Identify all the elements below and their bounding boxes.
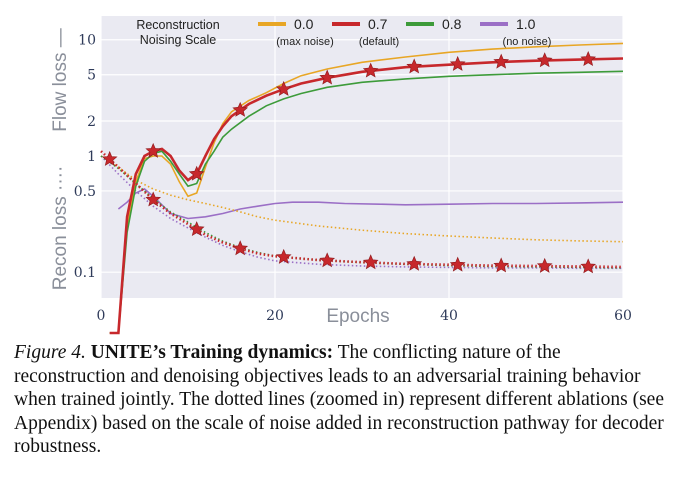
y-tick-label-0: 10 bbox=[78, 33, 96, 49]
recon-star-marker-6 bbox=[362, 254, 379, 270]
x-ticks: 0 20 40 60 bbox=[97, 308, 632, 324]
flow-star-marker-7 bbox=[449, 55, 466, 71]
legend-label-0: 0.0 bbox=[294, 16, 314, 32]
flow-star-marker-8 bbox=[493, 53, 510, 69]
series-3-recon-line bbox=[100, 155, 623, 270]
flow-star-marker-0 bbox=[145, 142, 162, 158]
series-2-flow-line bbox=[109, 70, 624, 334]
flow-star-marker-1 bbox=[188, 165, 205, 181]
y-ticks: 10 5 2 1 0.5 0.1 bbox=[74, 33, 96, 281]
x-axis-label: Epochs bbox=[326, 306, 389, 327]
legend: Reconstruction Noising Scale 0.0 (max noi… bbox=[136, 16, 551, 48]
markers-group bbox=[101, 51, 597, 274]
training-dynamics-chart: 0 20 40 60 10 5 2 1 0.5 0.1 Epochs Flow loss — R… bbox=[50, 16, 632, 335]
x-tick-label-0: 0 bbox=[97, 308, 106, 324]
grid bbox=[100, 16, 624, 298]
flow-star-marker-4 bbox=[319, 69, 336, 85]
legend-note-0: (max noise) bbox=[276, 36, 333, 48]
flow-star-marker-6 bbox=[406, 58, 423, 74]
recon-star-marker-3 bbox=[232, 240, 249, 256]
y-tick-label-3: 1 bbox=[87, 149, 96, 165]
legend-label-3: 1.0 bbox=[516, 16, 536, 32]
flow-star-marker-5 bbox=[362, 62, 379, 78]
recon-star-marker-4 bbox=[275, 248, 292, 264]
y-tick-label-4: 0.5 bbox=[74, 184, 96, 200]
caption-title: UNITE’s Training dynamics: bbox=[90, 342, 334, 363]
y-tick-label-1: 5 bbox=[87, 68, 96, 84]
legend-note-1: (default) bbox=[359, 36, 399, 48]
legend-label-1: 0.7 bbox=[368, 16, 388, 32]
recon-star-marker-8 bbox=[449, 256, 466, 272]
y-axis-label-recon: Recon loss ···· bbox=[50, 166, 71, 291]
recon-star-marker-1 bbox=[145, 191, 162, 207]
x-tick-label-2: 40 bbox=[440, 308, 458, 324]
recon-star-marker-2 bbox=[188, 221, 205, 237]
legend-note-3: (no noise) bbox=[503, 36, 552, 48]
caption-body: The conflicting nature of the reconstruc… bbox=[14, 342, 664, 457]
x-tick-label-3: 60 bbox=[614, 308, 632, 324]
legend-label-2: 0.8 bbox=[442, 16, 462, 32]
series-group bbox=[100, 42, 624, 335]
recon-star-marker-0 bbox=[101, 150, 118, 166]
legend-title-line1: Reconstruction bbox=[136, 18, 219, 32]
recon-star-marker-10 bbox=[536, 257, 553, 273]
series-1-flow-line bbox=[109, 57, 624, 335]
recon-star-marker-5 bbox=[319, 252, 336, 268]
recon-star-marker-11 bbox=[580, 258, 597, 274]
flow-star-marker-10 bbox=[580, 51, 597, 67]
x-tick-label-1: 20 bbox=[266, 308, 284, 324]
series-1-recon-line bbox=[100, 150, 624, 269]
series-3-recon-solid-line bbox=[117, 188, 624, 220]
flow-star-marker-3 bbox=[275, 80, 292, 96]
figure-caption: Figure 4. UNITE’s Training dynamics: The… bbox=[14, 341, 670, 459]
legend-title-line2: Noising Scale bbox=[140, 33, 216, 47]
legend-items: 0.0 (max noise) 0.7 (default) 0.8 1.0 (no nois… bbox=[258, 16, 551, 48]
flow-star-marker-9 bbox=[536, 52, 553, 68]
caption-figure-label: Figure 4. bbox=[14, 342, 86, 363]
y-tick-label-2: 2 bbox=[87, 114, 96, 130]
y-axis-label-flow: Flow loss — bbox=[50, 28, 71, 131]
recon-star-marker-7 bbox=[406, 255, 423, 271]
y-tick-label-5: 0.1 bbox=[74, 265, 96, 281]
recon-star-marker-9 bbox=[493, 257, 510, 273]
flow-star-marker-2 bbox=[232, 101, 249, 117]
